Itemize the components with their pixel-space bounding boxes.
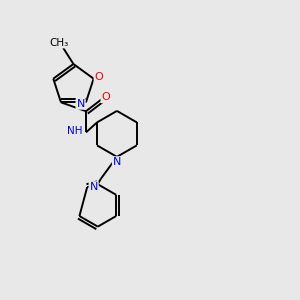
Text: O: O <box>101 92 110 102</box>
Text: O: O <box>94 72 103 82</box>
Text: N: N <box>113 157 121 167</box>
Text: NH: NH <box>67 126 83 136</box>
Text: N: N <box>76 99 85 109</box>
Text: N: N <box>89 182 98 192</box>
Text: CH₃: CH₃ <box>49 38 68 47</box>
